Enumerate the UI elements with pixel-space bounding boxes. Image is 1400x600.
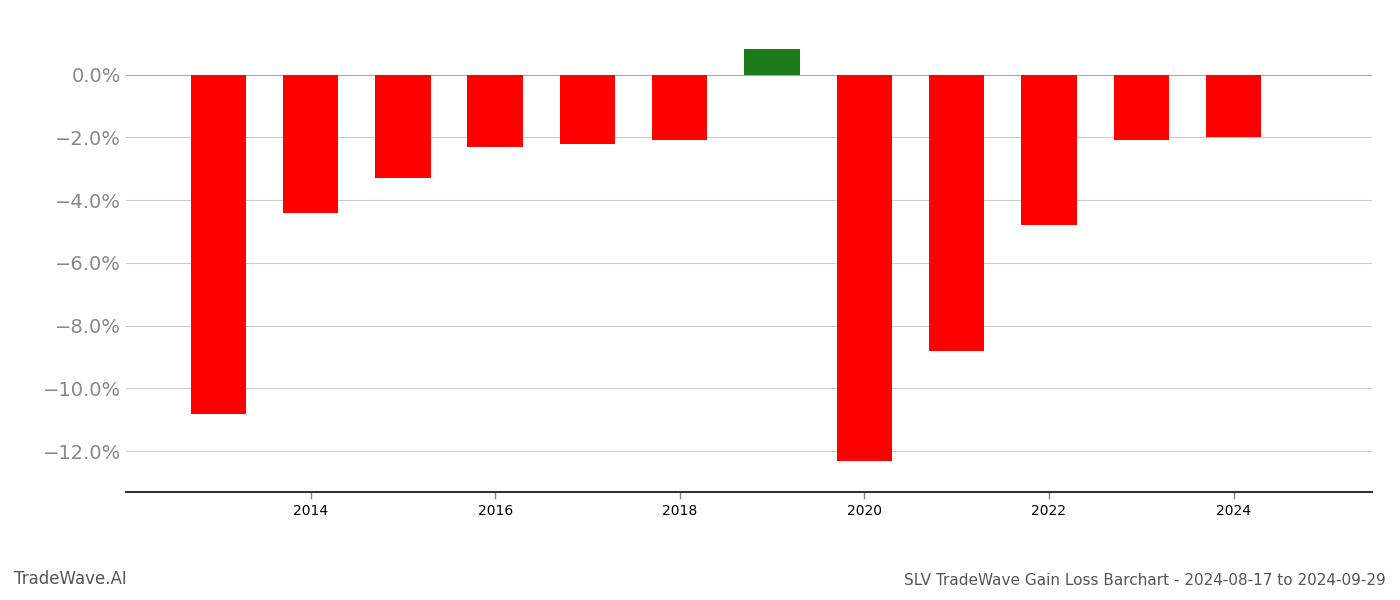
Bar <box>1205 74 1261 137</box>
Bar <box>1113 74 1169 140</box>
Bar <box>560 74 615 143</box>
Bar <box>837 74 892 461</box>
Bar <box>283 74 339 212</box>
Bar <box>375 74 431 178</box>
Bar <box>468 74 522 147</box>
Bar <box>652 74 707 140</box>
Bar <box>930 74 984 351</box>
Bar <box>745 49 799 74</box>
Bar <box>1021 74 1077 225</box>
Text: SLV TradeWave Gain Loss Barchart - 2024-08-17 to 2024-09-29: SLV TradeWave Gain Loss Barchart - 2024-… <box>904 573 1386 588</box>
Text: TradeWave.AI: TradeWave.AI <box>14 570 127 588</box>
Bar <box>190 74 246 413</box>
